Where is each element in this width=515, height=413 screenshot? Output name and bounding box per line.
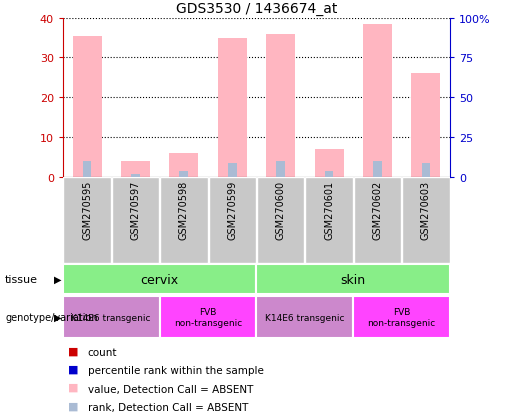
Text: rank, Detection Call = ABSENT: rank, Detection Call = ABSENT xyxy=(88,402,248,412)
Text: ■: ■ xyxy=(68,364,78,374)
Text: ■: ■ xyxy=(68,400,78,410)
Text: K14E6 transgenic: K14E6 transgenic xyxy=(72,313,151,322)
Bar xyxy=(411,74,440,178)
Text: ▶: ▶ xyxy=(54,274,62,285)
Text: GSM270597: GSM270597 xyxy=(130,180,141,240)
Text: ■: ■ xyxy=(68,382,78,392)
Text: GSM270595: GSM270595 xyxy=(82,180,92,240)
Bar xyxy=(160,297,256,338)
Text: tissue: tissue xyxy=(5,274,38,285)
Bar xyxy=(373,162,382,178)
Text: count: count xyxy=(88,347,117,357)
Bar xyxy=(266,35,295,178)
Bar xyxy=(169,154,198,178)
Text: percentile rank within the sample: percentile rank within the sample xyxy=(88,366,264,375)
Bar xyxy=(228,163,236,178)
Text: GSM270599: GSM270599 xyxy=(227,180,237,239)
Bar xyxy=(180,171,188,178)
Bar xyxy=(218,38,247,178)
Text: GSM270600: GSM270600 xyxy=(276,180,286,239)
Bar xyxy=(353,297,450,338)
Text: GSM270603: GSM270603 xyxy=(421,180,431,239)
Bar xyxy=(63,297,160,338)
Bar xyxy=(305,178,353,263)
Bar xyxy=(73,36,101,178)
Text: value, Detection Call = ABSENT: value, Detection Call = ABSENT xyxy=(88,384,253,394)
Bar xyxy=(256,297,353,338)
Text: skin: skin xyxy=(341,273,366,286)
Text: cervix: cervix xyxy=(141,273,179,286)
Bar xyxy=(257,178,304,263)
Text: GSM270598: GSM270598 xyxy=(179,180,189,239)
Title: GDS3530 / 1436674_at: GDS3530 / 1436674_at xyxy=(176,2,337,16)
Bar xyxy=(315,150,344,178)
Bar xyxy=(63,178,111,263)
Text: ▶: ▶ xyxy=(54,312,62,323)
Bar xyxy=(325,171,333,178)
Text: genotype/variation: genotype/variation xyxy=(5,312,98,323)
Bar xyxy=(131,174,140,178)
Text: ■: ■ xyxy=(68,346,78,356)
Bar xyxy=(209,178,256,263)
Bar xyxy=(160,178,208,263)
Bar xyxy=(112,178,159,263)
Text: FVB
non-transgenic: FVB non-transgenic xyxy=(368,308,436,327)
Bar xyxy=(277,162,285,178)
Bar xyxy=(121,162,150,178)
Bar xyxy=(402,178,450,263)
Bar xyxy=(363,24,392,178)
Bar xyxy=(354,178,401,263)
Bar xyxy=(63,265,256,294)
Bar xyxy=(83,162,91,178)
Bar xyxy=(422,163,430,178)
Text: FVB
non-transgenic: FVB non-transgenic xyxy=(174,308,242,327)
Text: K14E6 transgenic: K14E6 transgenic xyxy=(265,313,345,322)
Bar xyxy=(256,265,450,294)
Text: GSM270601: GSM270601 xyxy=(324,180,334,239)
Text: GSM270602: GSM270602 xyxy=(372,180,383,239)
